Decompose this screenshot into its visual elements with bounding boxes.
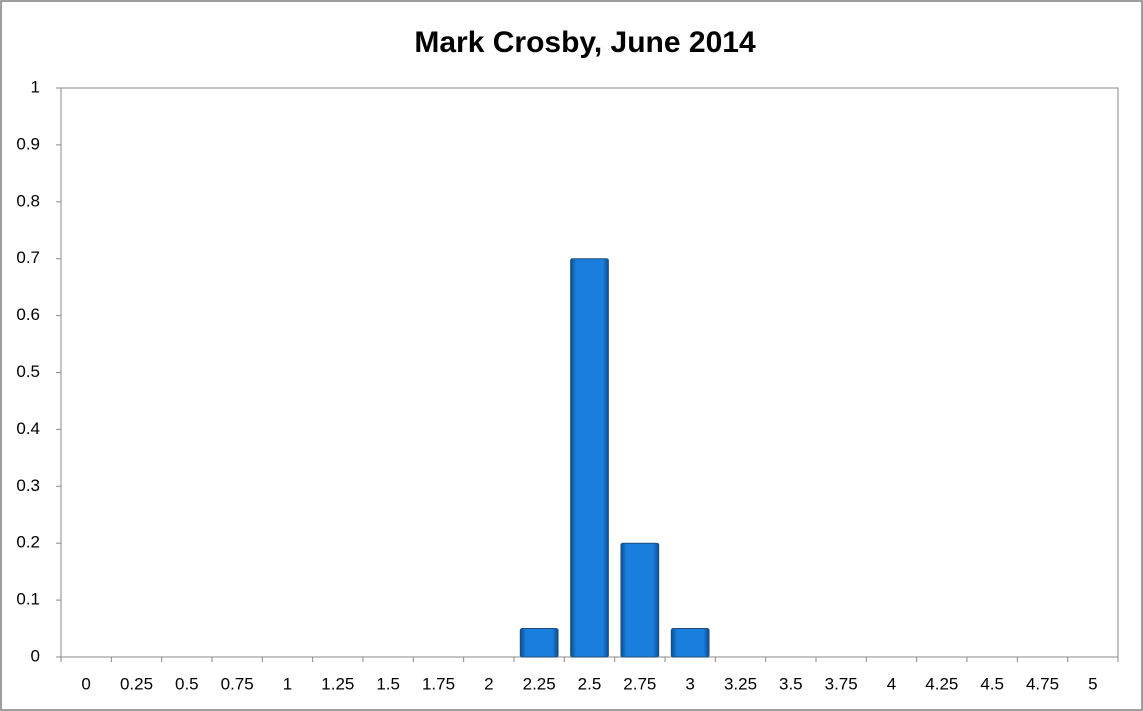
y-tick-label: 0.2 <box>16 533 40 552</box>
y-tick-label: 0 <box>31 646 40 665</box>
y-tick-label: 0.6 <box>16 305 40 324</box>
x-tick-label: 0 <box>81 674 90 693</box>
x-tick-label: 0.75 <box>221 674 254 693</box>
y-tick-label: 0.3 <box>16 476 40 495</box>
x-tick-label: 4.25 <box>925 674 958 693</box>
x-tick-label: 2.75 <box>623 674 656 693</box>
y-tick-label: 0.7 <box>16 248 40 267</box>
bar <box>670 628 710 658</box>
x-tick-label: 2.5 <box>578 674 602 693</box>
x-tick-label: 1 <box>283 674 292 693</box>
y-tick-label: 0.5 <box>16 362 40 381</box>
x-tick-label: 0.5 <box>175 674 199 693</box>
x-tick-label: 3.25 <box>724 674 757 693</box>
x-tick-label: 1.5 <box>376 674 400 693</box>
x-tick-label: 1.75 <box>422 674 455 693</box>
y-tick-label: 0.8 <box>16 191 40 210</box>
x-tick-label: 4.75 <box>1026 674 1059 693</box>
bar <box>620 542 660 658</box>
x-tick-label: 2 <box>484 674 493 693</box>
bar <box>570 258 609 658</box>
bar <box>519 628 559 658</box>
y-tick-label: 0.1 <box>16 590 40 609</box>
y-tick-label: 1 <box>31 77 40 96</box>
x-tick-label: 3 <box>685 674 694 693</box>
chart-title: Mark Crosby, June 2014 <box>414 26 756 59</box>
y-tick-label: 0.9 <box>16 134 40 153</box>
y-tick-label: 0.4 <box>16 419 40 438</box>
x-tick-label: 4 <box>887 674 896 693</box>
x-tick-label: 1.25 <box>321 674 354 693</box>
x-tick-label: 3.5 <box>779 674 803 693</box>
x-tick-label: 2.25 <box>523 674 556 693</box>
x-tick-label: 4.5 <box>980 674 1004 693</box>
x-tick-label: 0.25 <box>120 674 153 693</box>
x-tick-label: 5 <box>1088 674 1097 693</box>
x-tick-label: 3.75 <box>825 674 858 693</box>
